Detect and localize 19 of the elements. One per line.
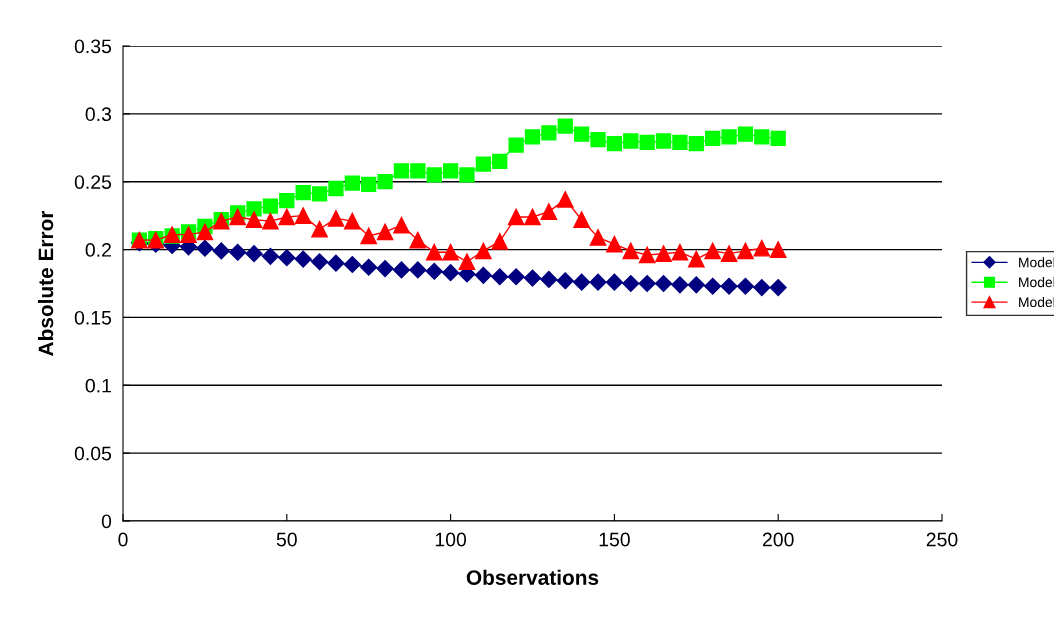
x-tick-label: 100 [435,532,467,547]
y-tick-label: 0.3 [85,107,112,122]
x-tick-label: 0 [118,532,128,547]
legend-label: Model [1019,296,1054,308]
y-tick-label: 0.25 [74,175,112,189]
legend-label: Model [1019,257,1054,268]
y-tick-label: 0.2 [85,243,111,257]
x-tick-label: 50 [276,532,297,547]
y-tick-label: 0.1 [85,378,111,393]
x-axis-title: Observations [466,569,599,585]
legend-label: Model [1019,277,1054,288]
y-tick-label: 0.15 [74,310,112,325]
x-tick-label: 150 [599,532,630,547]
x-tick-label: 250 [926,532,958,547]
y-axis-title: Absolute Error [37,210,54,356]
y-tick-label: 0.35 [74,39,112,54]
x-tick-label: 200 [762,532,794,547]
y-tick-label: 0.05 [74,446,112,461]
y-tick-label: 0 [101,514,112,529]
